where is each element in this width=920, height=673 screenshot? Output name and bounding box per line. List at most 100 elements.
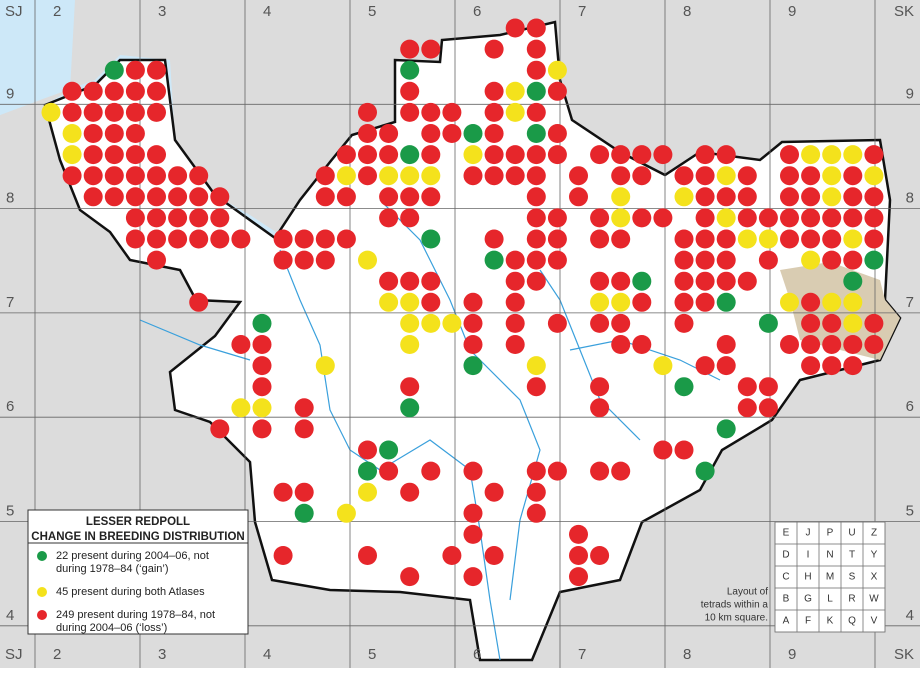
record-dot xyxy=(632,271,652,291)
record-dot xyxy=(421,313,441,333)
tetrad-letter: W xyxy=(869,594,879,605)
record-dot xyxy=(590,546,610,565)
record-dot xyxy=(400,271,420,291)
record-dot xyxy=(737,229,757,249)
record-dot xyxy=(780,335,799,354)
record-dot xyxy=(843,229,863,249)
record-dot xyxy=(83,102,103,122)
record-dot xyxy=(632,335,652,354)
record-dot xyxy=(400,313,420,333)
tetrad-letter: U xyxy=(848,528,855,539)
record-dot xyxy=(379,208,399,228)
record-dot xyxy=(315,166,335,186)
record-dot xyxy=(653,440,673,460)
legend-text: 22 present during 2004–06, not xyxy=(56,550,209,562)
tetrad-letter: P xyxy=(827,528,834,539)
record-dot xyxy=(358,482,377,502)
record-dot xyxy=(83,145,103,165)
record-dot xyxy=(822,187,842,207)
record-dot xyxy=(83,124,103,143)
record-dot xyxy=(590,461,610,481)
record-dot xyxy=(801,292,821,312)
record-dot xyxy=(590,271,610,291)
record-dot xyxy=(463,335,483,354)
record-dot xyxy=(780,187,799,207)
record-dot xyxy=(801,229,821,249)
record-dot xyxy=(843,356,863,376)
record-dot xyxy=(294,398,314,418)
record-dot xyxy=(484,546,504,565)
record-dot xyxy=(484,39,504,59)
record-dot xyxy=(273,250,293,270)
record-dot xyxy=(336,166,356,186)
record-dot xyxy=(526,229,546,249)
record-dot xyxy=(252,419,272,439)
record-dot xyxy=(400,166,420,186)
record-dot xyxy=(526,39,546,59)
grid-column-label: 8 xyxy=(683,646,691,663)
record-dot xyxy=(484,145,504,165)
record-dot xyxy=(822,356,842,376)
record-dot xyxy=(758,250,778,270)
record-dot xyxy=(442,313,462,333)
record-dot xyxy=(590,145,610,165)
record-dot xyxy=(843,292,863,312)
record-dot xyxy=(400,145,420,165)
record-dot xyxy=(484,124,504,143)
record-dot xyxy=(104,124,124,143)
record-dot xyxy=(716,166,736,186)
record-dot xyxy=(315,356,335,376)
record-dot xyxy=(526,145,546,165)
record-dot xyxy=(780,292,799,312)
record-dot xyxy=(758,398,778,418)
record-dot xyxy=(547,250,567,270)
record-dot xyxy=(526,60,546,80)
record-dot xyxy=(168,166,188,186)
record-dot xyxy=(463,356,483,376)
record-dot xyxy=(611,145,631,165)
record-dot xyxy=(400,398,420,418)
record-dot xyxy=(147,250,166,270)
record-dot xyxy=(569,546,588,565)
record-dot xyxy=(505,145,525,165)
record-dot xyxy=(801,335,821,354)
record-dot xyxy=(294,482,314,502)
grid-square-label: SK xyxy=(894,646,914,663)
record-dot xyxy=(526,482,546,502)
record-dot xyxy=(315,229,335,249)
record-dot xyxy=(822,250,842,270)
record-dot xyxy=(843,335,863,354)
record-dot xyxy=(801,250,821,270)
grid-column-label: 9 xyxy=(788,3,796,20)
record-dot xyxy=(463,166,483,186)
record-dot xyxy=(590,313,610,333)
record-dot xyxy=(400,187,420,207)
record-dot xyxy=(421,229,441,249)
record-dot xyxy=(147,81,166,101)
record-dot xyxy=(526,102,546,122)
record-dot xyxy=(716,145,736,165)
record-dot xyxy=(843,208,863,228)
record-dot xyxy=(758,229,778,249)
record-dot xyxy=(62,81,82,101)
record-dot xyxy=(611,461,631,481)
record-dot xyxy=(463,313,483,333)
grid-column-label: 7 xyxy=(578,646,586,663)
record-dot xyxy=(864,145,884,165)
record-dot xyxy=(358,166,377,186)
grid-row-label: 8 xyxy=(6,190,14,207)
record-dot xyxy=(822,229,842,249)
record-dot xyxy=(273,229,293,249)
legend-marker xyxy=(37,551,47,561)
record-dot xyxy=(569,166,588,186)
grid-square-label: SJ xyxy=(5,3,23,20)
record-dot xyxy=(442,546,462,565)
record-dot xyxy=(547,60,567,80)
tetrad-letter: H xyxy=(804,572,811,583)
record-dot xyxy=(864,187,884,207)
grid-column-label: 4 xyxy=(263,646,271,663)
record-dot xyxy=(695,187,715,207)
record-dot xyxy=(421,461,441,481)
record-dot xyxy=(463,503,483,523)
record-dot xyxy=(547,229,567,249)
